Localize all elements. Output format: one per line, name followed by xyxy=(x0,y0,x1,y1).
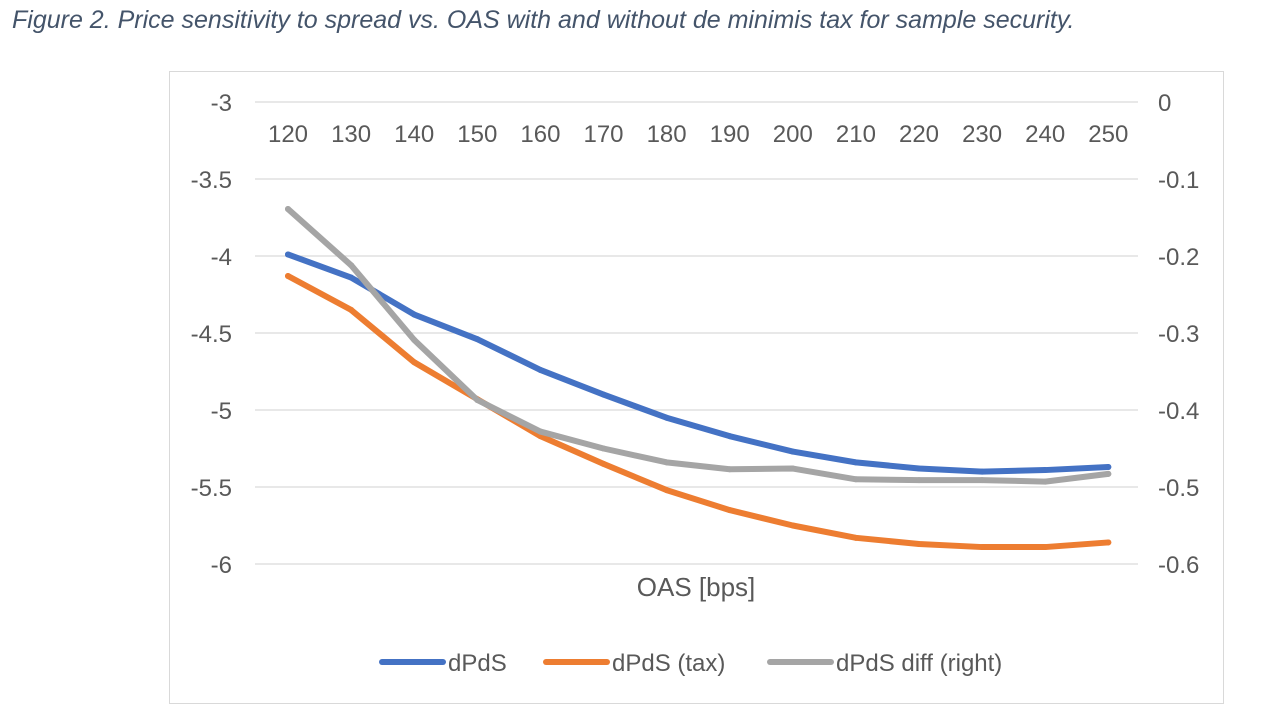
series-line xyxy=(285,251,1112,475)
legend-item: dPdS diff (right) xyxy=(767,650,1002,677)
right-axis-ticks: 0 -0.1 -0.2 -0.3 -0.4 -0.5 -0.6 xyxy=(1158,90,1199,579)
data-point xyxy=(600,445,607,452)
left-tick-label: -5 xyxy=(211,398,232,425)
series-line xyxy=(285,273,1112,551)
data-point xyxy=(852,476,859,483)
data-point xyxy=(348,262,355,269)
data-point xyxy=(1042,544,1049,551)
x-tick-label: 250 xyxy=(1088,121,1128,148)
series-1 xyxy=(285,273,1112,551)
data-point xyxy=(474,396,481,403)
right-tick-label: -0.1 xyxy=(1158,167,1199,194)
left-tick-label: -4 xyxy=(211,244,232,271)
left-tick-label: -3 xyxy=(211,90,232,117)
right-tick-label: -0.3 xyxy=(1158,321,1199,348)
data-point xyxy=(979,477,986,484)
x-tick-label: 210 xyxy=(836,121,876,148)
data-point xyxy=(411,359,418,366)
data-point xyxy=(1042,478,1049,485)
x-tick-label: 140 xyxy=(394,121,434,148)
data-point xyxy=(726,466,733,473)
data-point xyxy=(916,540,922,547)
data-point xyxy=(537,366,544,373)
right-tick-label: -0.4 xyxy=(1158,398,1199,425)
right-tick-label: -0.5 xyxy=(1158,475,1199,502)
data-point xyxy=(285,273,291,280)
left-tick-label: -4.5 xyxy=(191,321,232,348)
series-lines xyxy=(285,206,1112,551)
legend-label: dPdS xyxy=(448,650,507,677)
legend-item: dPdS xyxy=(379,650,507,677)
series-0 xyxy=(285,251,1112,475)
data-point xyxy=(537,428,544,435)
data-point xyxy=(663,487,670,494)
data-point xyxy=(411,311,418,318)
x-tick-label: 170 xyxy=(583,121,623,148)
left-tick-label: -5.5 xyxy=(191,475,232,502)
data-point xyxy=(979,544,986,551)
x-tick-label: 240 xyxy=(1025,121,1065,148)
right-tick-label: 0 xyxy=(1158,90,1171,117)
x-tick-label: 200 xyxy=(773,121,813,148)
data-point xyxy=(348,274,355,281)
x-tick-label: 220 xyxy=(899,121,939,148)
right-tick-label: -0.2 xyxy=(1158,244,1199,271)
series-2 xyxy=(285,206,1112,485)
x-tick-label: 150 xyxy=(457,121,497,148)
data-point xyxy=(1042,467,1049,474)
x-tick-label: 120 xyxy=(268,121,308,148)
data-point xyxy=(474,336,481,343)
data-point xyxy=(916,477,922,484)
data-point xyxy=(979,468,986,475)
data-point xyxy=(1105,539,1112,546)
data-point xyxy=(411,336,418,343)
x-tick-label: 160 xyxy=(520,121,560,148)
chart-frame xyxy=(169,71,1224,704)
data-point xyxy=(663,459,670,466)
data-point xyxy=(663,414,670,421)
data-point xyxy=(726,507,733,514)
x-tick-label: 190 xyxy=(710,121,750,148)
data-point xyxy=(789,522,796,529)
data-point xyxy=(916,465,922,472)
gridlines xyxy=(255,101,1138,565)
data-point xyxy=(852,534,859,541)
left-tick-label: -3.5 xyxy=(191,167,232,194)
legend-label: dPdS (tax) xyxy=(612,650,725,677)
x-axis-ticks: 120 130 140 150 160 170 180 190 200 210 220 230 240 2… xyxy=(268,121,1128,148)
data-point xyxy=(285,251,291,258)
figure-title: Figure 2. Price sensitivity to spread vs… xyxy=(12,6,1075,34)
x-tick-label: 130 xyxy=(331,121,371,148)
left-tick-label: -6 xyxy=(211,552,232,579)
data-point xyxy=(789,448,796,455)
data-point xyxy=(726,433,733,440)
data-point xyxy=(1105,470,1112,477)
x-tick-label: 180 xyxy=(647,121,687,148)
data-point xyxy=(1105,463,1112,470)
x-axis-label: OAS [bps] xyxy=(637,572,756,602)
left-axis-ticks: -3 -3.5 -4 -4.5 -5 -5.5 -6 xyxy=(191,90,232,579)
data-point xyxy=(348,306,355,313)
data-point xyxy=(789,465,796,472)
data-point xyxy=(852,459,859,466)
right-tick-label: -0.6 xyxy=(1158,552,1199,579)
data-point xyxy=(600,391,607,398)
legend-item: dPdS (tax) xyxy=(543,650,725,677)
legend-label: dPdS diff (right) xyxy=(836,650,1002,677)
series-line xyxy=(285,206,1112,485)
data-point xyxy=(285,206,291,213)
data-point xyxy=(600,460,607,467)
legend: dPdS dPdS (tax) dPdS diff (right) xyxy=(379,650,1002,677)
x-tick-label: 230 xyxy=(962,121,1002,148)
